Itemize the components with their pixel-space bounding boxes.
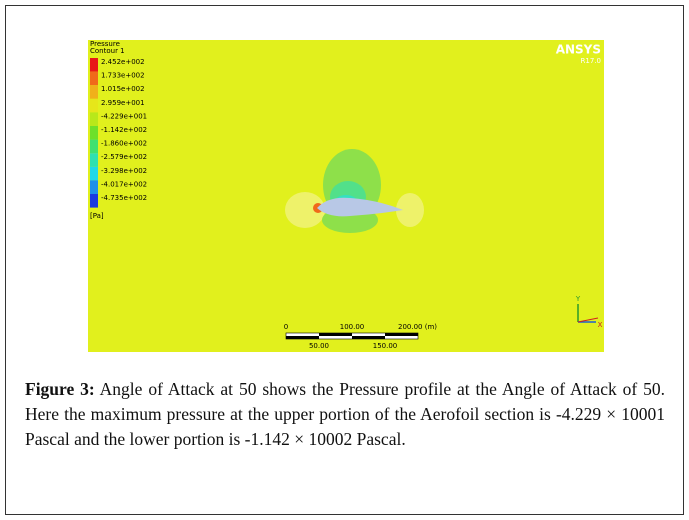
y-axis-label: Y: [575, 295, 581, 303]
legend-subtitle: Contour 1: [90, 47, 125, 55]
legend-level: -4.017e+002: [101, 180, 147, 188]
scale-label: 150.00: [373, 342, 398, 350]
legend-title: Pressure: [90, 40, 120, 48]
legend-level: 2.452e+002: [101, 58, 145, 66]
legend-swatch: [90, 180, 98, 194]
logo-name: ANSYS: [556, 43, 601, 57]
caption: Figure 3: Angle of Attack at 50 shows th…: [25, 377, 665, 452]
scale-bar: [286, 336, 319, 339]
aerofoil: [317, 197, 403, 217]
legend-level: -2.579e+002: [101, 153, 147, 161]
legend-level: -4.229e+001: [101, 112, 147, 120]
legend-swatch: [90, 85, 98, 99]
scale-label: 200.00 (m): [398, 323, 437, 331]
scale-bar: [352, 336, 385, 339]
legend-swatch: [90, 98, 98, 113]
legend-swatch: [90, 153, 98, 167]
contour-image: Pressure Contour 1 2.452e+002 1.733e+002 1…: [88, 40, 604, 352]
legend-swatch: [90, 166, 98, 181]
x-axis-arrow: [577, 317, 599, 323]
figure-frame: [5, 5, 684, 515]
legend: 2.452e+002 1.733e+002 1.015e+002 2.959e+001…: [90, 58, 147, 208]
pressure-lobe: [285, 192, 325, 228]
legend-swatch: [90, 126, 98, 140]
legend-unit: [Pa]: [90, 212, 104, 220]
legend-swatch: [90, 139, 98, 154]
scale-label: 0: [284, 323, 288, 331]
scale-bar: [319, 333, 352, 336]
x-axis-label: X: [598, 321, 603, 329]
legend-level: -4.735e+002: [101, 194, 147, 202]
legend-level: -1.142e+002: [101, 126, 147, 134]
legend-level: 2.959e+001: [101, 99, 145, 107]
scale-label: 50.00: [309, 342, 329, 350]
scale-bar: [385, 333, 418, 336]
pressure-lobe: [396, 193, 424, 227]
caption-label: Figure 3:: [25, 379, 95, 399]
legend-level: -1.860e+002: [101, 140, 147, 148]
legend-swatch: [90, 112, 98, 126]
legend-level: 1.015e+002: [101, 85, 145, 93]
legend-swatch: [90, 71, 98, 86]
scale-label: 100.00: [340, 323, 365, 331]
logo-version: R17.0: [581, 57, 601, 65]
legend-swatch: [90, 194, 98, 208]
legend-swatch: [90, 58, 98, 72]
caption-text: Angle of Attack at 50 shows the Pressure…: [25, 379, 665, 449]
legend-level: 1.733e+002: [101, 72, 145, 80]
legend-level: -3.298e+002: [101, 167, 147, 175]
